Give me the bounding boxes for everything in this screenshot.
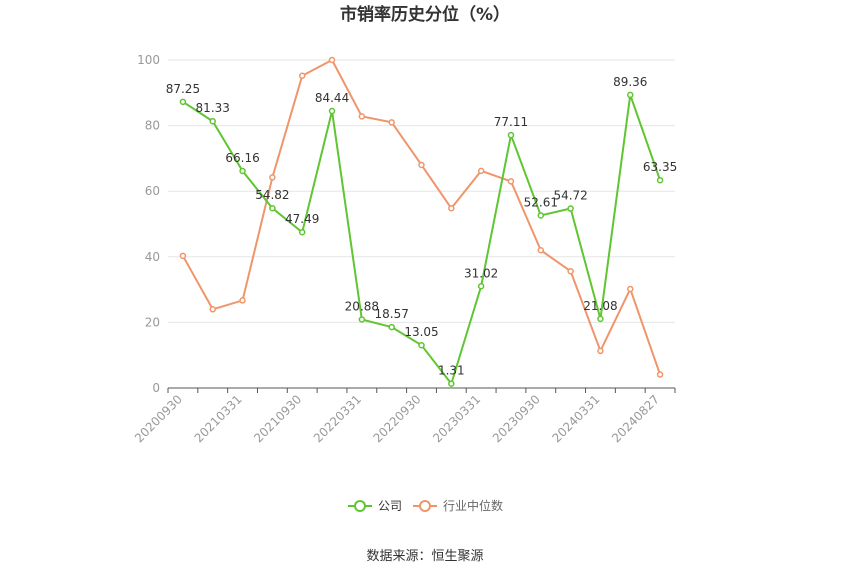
legend-item-0[interactable]: 公司: [348, 499, 402, 513]
data-point[interactable]: [567, 267, 574, 275]
y-tick-label: 40: [145, 250, 160, 264]
data-point[interactable]: [239, 297, 246, 304]
data-point[interactable]: [388, 323, 395, 331]
data-point[interactable]: [537, 246, 545, 254]
data-point[interactable]: [269, 174, 276, 181]
data-point[interactable]: [358, 113, 366, 120]
data-point[interactable]: [358, 316, 366, 323]
data-label: 54.82: [255, 188, 289, 202]
data-point[interactable]: [448, 380, 455, 387]
data-point[interactable]: [298, 72, 306, 79]
data-label: 31.02: [464, 266, 498, 280]
legend-marker: [419, 500, 431, 512]
chart-title: 市销率历史分位（%）: [340, 4, 510, 25]
data-point[interactable]: [179, 252, 187, 260]
legend: 公司 行业中位数: [348, 498, 503, 513]
data-point[interactable]: [507, 131, 515, 139]
data-point[interactable]: [656, 176, 664, 184]
data-label: 66.16: [225, 151, 259, 165]
data-label: 87.25: [166, 82, 200, 96]
data-label: 63.35: [643, 160, 677, 174]
data-point[interactable]: [328, 107, 336, 115]
x-tick-label: 20220930: [371, 392, 424, 445]
x-tick-label: 20200930: [132, 392, 185, 445]
data-point[interactable]: [179, 98, 187, 106]
data-label: 84.44: [315, 91, 349, 105]
legend-item-1[interactable]: 行业中位数: [413, 498, 503, 513]
data-label: 54.72: [553, 189, 587, 203]
legend-marker: [354, 500, 366, 512]
y-axis: 0 20 40 60 80 100: [137, 53, 160, 395]
data-point[interactable]: [477, 167, 485, 175]
data-point[interactable]: [597, 315, 604, 323]
data-label: 89.36: [613, 75, 647, 89]
data-point[interactable]: [418, 341, 425, 349]
data-point[interactable]: [597, 347, 604, 355]
data-point[interactable]: [388, 119, 395, 126]
data-point[interactable]: [627, 285, 634, 293]
data-label: 77.11: [494, 115, 528, 129]
grid: [168, 59, 675, 323]
x-tick-label: 20210331: [192, 392, 245, 445]
data-labels: 87.25 81.33 66.16 54.82 47.49 84.44 20.8818.57…: [166, 75, 678, 378]
data-label: 20.88: [345, 300, 379, 314]
x-tick-label: 20230331: [430, 392, 483, 445]
x-tick-label: 20220331: [311, 392, 364, 445]
x-axis: 20200930 20210331 20210930 20220331 20220930…: [132, 387, 676, 445]
data-label: 52.61: [524, 195, 558, 209]
data-point[interactable]: [298, 228, 306, 236]
y-tick-label: 60: [145, 184, 160, 198]
y-tick-label: 20: [145, 315, 160, 329]
x-tick-label: 20240331: [549, 392, 602, 445]
y-tick-label: 0: [152, 381, 160, 395]
data-point[interactable]: [269, 204, 276, 212]
data-label: 47.49: [285, 212, 319, 226]
legend-label: 公司: [378, 499, 402, 513]
data-label: 18.57: [374, 307, 408, 321]
data-point[interactable]: [656, 371, 664, 378]
y-tick-label: 80: [145, 119, 160, 133]
data-label: 13.05: [404, 325, 438, 339]
data-point[interactable]: [328, 56, 336, 64]
source-text: 数据来源：恒生聚源: [366, 549, 483, 564]
data-label: 81.33: [196, 101, 230, 115]
series-line: [182, 93, 662, 385]
data-point[interactable]: [537, 212, 545, 219]
data-point[interactable]: [209, 117, 216, 125]
data-point[interactable]: [209, 306, 216, 313]
data-point[interactable]: [239, 167, 246, 175]
legend-label: 行业中位数: [443, 498, 503, 513]
data-point[interactable]: [507, 178, 515, 185]
x-tick-label: 20210930: [251, 392, 304, 445]
x-tick-label: 20240827: [609, 392, 662, 445]
data-point[interactable]: [418, 161, 425, 169]
data-point[interactable]: [448, 205, 455, 212]
y-tick-label: 100: [137, 53, 160, 67]
data-point[interactable]: [567, 205, 574, 212]
data-label: 21.08: [583, 299, 617, 313]
series-layer: [179, 56, 664, 387]
x-tick-label: 20230930: [490, 392, 543, 445]
data-label: 1.31: [438, 364, 465, 378]
data-point[interactable]: [627, 91, 634, 99]
data-point[interactable]: [477, 283, 485, 290]
